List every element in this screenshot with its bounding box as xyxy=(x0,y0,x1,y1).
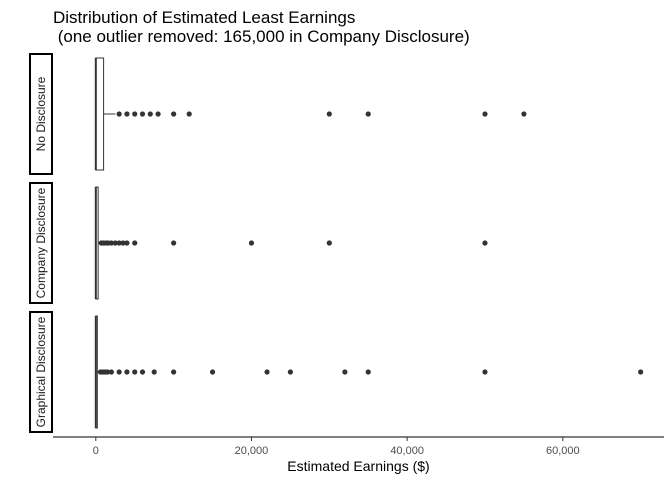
facet-strip xyxy=(29,53,53,175)
outlier-point xyxy=(147,111,153,117)
x-tick-label: 20,000 xyxy=(235,445,269,457)
outlier-point xyxy=(482,369,488,375)
outlier-point xyxy=(132,111,138,117)
outlier-point xyxy=(112,240,118,246)
outlier-point xyxy=(171,111,177,117)
outlier-point xyxy=(139,369,146,375)
facet-strip xyxy=(29,311,53,433)
outlier-point xyxy=(326,111,332,117)
outlier-point xyxy=(132,369,138,375)
outlier-point xyxy=(287,369,293,375)
facet-strip xyxy=(29,182,53,304)
outlier-point xyxy=(139,111,146,117)
outlier-point xyxy=(116,240,122,246)
outlier-point xyxy=(171,240,177,246)
outlier-point xyxy=(365,369,371,375)
outlier-point xyxy=(186,111,192,117)
facet-strip-label: Graphical Disclosure xyxy=(34,316,48,427)
outlier-point xyxy=(248,240,255,246)
outlier-point xyxy=(108,240,114,246)
outlier-point xyxy=(482,111,488,117)
facet-panels: No Disclosure Company Disclosure Graphical… xyxy=(29,53,644,433)
outlier-point xyxy=(104,369,111,375)
chart-title-line2: (one outlier removed: 165,000 in Company… xyxy=(53,27,470,46)
x-axis-title: Estimated Earnings ($) xyxy=(287,458,429,474)
outlier-point xyxy=(124,111,130,117)
outlier-point xyxy=(120,240,126,246)
outlier-point xyxy=(264,369,270,375)
outlier-point xyxy=(151,369,157,375)
outlier-point xyxy=(132,240,138,246)
outlier-point xyxy=(124,240,130,246)
outlier-point xyxy=(209,369,216,375)
outlier-point xyxy=(638,369,644,375)
facet-strip-label: Company Disclosure xyxy=(34,187,48,298)
facet-strip-label: No Disclosure xyxy=(34,76,48,151)
facet-panel: No Disclosure xyxy=(29,53,527,175)
outlier-point xyxy=(108,369,114,375)
x-tick-label: 40,000 xyxy=(390,445,424,457)
outlier-point xyxy=(124,369,130,375)
outlier-point xyxy=(521,111,527,117)
outlier-point xyxy=(365,111,371,117)
box-iqr xyxy=(95,57,105,171)
outlier-point xyxy=(116,369,122,375)
facet-panel: Graphical Disclosure xyxy=(29,311,644,433)
x-tick-label: 60,000 xyxy=(546,445,580,457)
outlier-point xyxy=(342,369,348,375)
outlier-point xyxy=(482,240,488,246)
outlier-point xyxy=(326,240,332,246)
facet-panel: Company Disclosure xyxy=(29,182,488,304)
x-tick-label: 0 xyxy=(93,445,99,457)
chart-title-line1: Distribution of Estimated Least Earnings xyxy=(53,8,355,27)
outlier-point xyxy=(116,111,122,117)
x-axis-ticks: 0 20,000 40,000 60,000 xyxy=(93,437,580,457)
outlier-point xyxy=(155,111,161,117)
outlier-point xyxy=(171,369,177,375)
